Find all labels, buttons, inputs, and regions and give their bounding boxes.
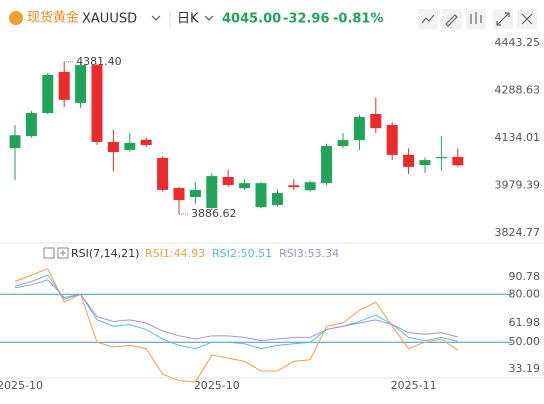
min-label: 3886.62 bbox=[191, 207, 237, 220]
candle-body bbox=[157, 157, 169, 190]
change-pct: -0.81% bbox=[333, 12, 384, 27]
candle-body bbox=[140, 139, 152, 146]
gold-icon bbox=[9, 11, 23, 25]
tool-icon bbox=[470, 12, 482, 24]
candle-body bbox=[9, 135, 21, 149]
y-tick-label: 50.00 bbox=[509, 335, 541, 348]
y-tick-label: 4134.01 bbox=[495, 131, 541, 144]
change: -32.96 bbox=[283, 12, 330, 27]
dropdown-arrow[interactable] bbox=[151, 15, 161, 21]
candle-body bbox=[370, 113, 382, 129]
x-tick-label: 2025-11 bbox=[391, 379, 437, 392]
y-tick-label: 90.78 bbox=[509, 270, 541, 283]
settings-icon[interactable] bbox=[43, 247, 55, 259]
legend-entry: RSI2:50.51 bbox=[212, 247, 272, 260]
candle-body bbox=[403, 154, 415, 167]
tool-icon bbox=[421, 14, 435, 24]
max-label: 4381.40 bbox=[76, 55, 122, 68]
candle-body bbox=[124, 142, 136, 150]
x-tick-label: 2025-10 bbox=[0, 379, 43, 392]
candle-body bbox=[271, 192, 283, 205]
candle-body bbox=[321, 145, 333, 184]
candle-body bbox=[337, 140, 349, 146]
y-tick-label: 33.19 bbox=[509, 362, 541, 375]
expand-icon[interactable] bbox=[57, 247, 69, 259]
y-tick-label: 4288.63 bbox=[495, 83, 541, 96]
legend-entry: RSI3:53.34 bbox=[279, 247, 339, 260]
candle-body bbox=[419, 160, 431, 166]
candle-body bbox=[255, 183, 267, 208]
x-tick-label: 2025-10 bbox=[194, 379, 240, 392]
tool-icon bbox=[496, 12, 510, 26]
tool-icon bbox=[445, 14, 458, 27]
candle-body bbox=[189, 189, 201, 197]
toolbar bbox=[418, 9, 537, 29]
candle-body bbox=[386, 125, 398, 155]
y-tick-label: 80.00 bbox=[509, 287, 541, 300]
indicator-title: RSI(7,14,21) bbox=[71, 247, 139, 260]
candle-body bbox=[42, 74, 54, 114]
candle-body bbox=[239, 183, 251, 189]
candle-body bbox=[107, 141, 119, 153]
y-tick-label: 3979.39 bbox=[495, 178, 541, 191]
rsi-line bbox=[14, 268, 459, 383]
rsi-line bbox=[14, 274, 458, 350]
tool-icon bbox=[521, 13, 533, 25]
candle-body bbox=[288, 185, 300, 188]
candle-body bbox=[206, 176, 218, 209]
rsi-line bbox=[14, 279, 458, 342]
legend-entry: RSI1:44.93 bbox=[145, 247, 205, 260]
candle-body bbox=[353, 117, 365, 141]
candle-body bbox=[435, 157, 447, 159]
instrument-name[interactable]: 现货黄金 bbox=[27, 10, 79, 26]
tool-button[interactable] bbox=[418, 9, 438, 29]
candle-body bbox=[91, 65, 103, 142]
price: 4045.00 bbox=[222, 12, 281, 27]
symbol[interactable]: XAUUSD bbox=[82, 12, 137, 27]
candle-body bbox=[75, 65, 87, 103]
candle-body bbox=[304, 182, 316, 191]
y-tick-label: 3824.77 bbox=[495, 226, 541, 239]
candle-body bbox=[222, 176, 234, 185]
candle-body bbox=[452, 157, 464, 166]
expand-icon bbox=[60, 250, 66, 256]
dropdown-arrow[interactable] bbox=[204, 15, 214, 21]
tool-button[interactable] bbox=[442, 9, 462, 29]
y-tick-label: 4443.25 bbox=[495, 36, 541, 49]
candle-body bbox=[25, 113, 37, 137]
candle-body bbox=[58, 71, 70, 100]
candle-body bbox=[173, 188, 185, 201]
period[interactable]: 日K bbox=[177, 12, 199, 27]
y-tick-label: 61.98 bbox=[509, 316, 541, 329]
